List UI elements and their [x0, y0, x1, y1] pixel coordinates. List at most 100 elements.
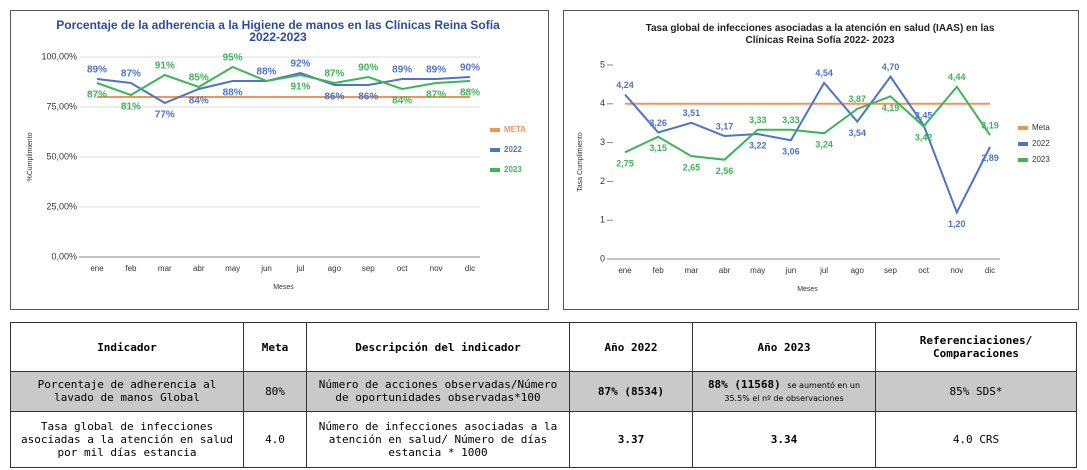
y-tick-label: 4 — [600, 98, 605, 108]
cell: 87% (8534) — [570, 372, 693, 412]
data-label: 88% — [257, 67, 277, 78]
legend-label: 2022 — [504, 145, 522, 154]
y-tick-label: 0 — [600, 253, 605, 263]
cell: 88% (11568) se aumentó en un 35.5% el nº… — [693, 372, 876, 412]
data-label: 4,70 — [882, 62, 900, 72]
data-label: 84% — [189, 96, 209, 107]
legend-swatch — [490, 128, 500, 132]
y-tick-label: 0,00% — [51, 251, 77, 261]
data-label: 4,24 — [616, 80, 634, 90]
series-line — [625, 87, 990, 160]
x-tick-label: nov — [430, 264, 443, 273]
x-axis-label: Meses — [797, 286, 818, 293]
data-label: 4,19 — [882, 103, 900, 113]
data-label: 2,75 — [616, 159, 634, 169]
x-tick-label: ene — [90, 264, 104, 273]
row: Porcentaje de adherencia al lavado de ma… — [11, 372, 1077, 412]
legend-swatch — [1018, 126, 1028, 130]
cell: 3.34 — [693, 411, 876, 467]
y-tick-label: 50,00% — [46, 151, 77, 161]
page: Porcentaje de la adherencia a la Higiene… — [0, 0, 1087, 470]
y-axis-label: Tasa Cumplimiento — [577, 132, 584, 192]
data-label: 3,06 — [782, 147, 800, 157]
x-tick-label: nov — [950, 266, 963, 275]
legend-swatch — [1018, 158, 1028, 162]
data-label: 1,20 — [948, 219, 966, 229]
data-label: 3,17 — [716, 121, 734, 131]
data-label: 87% — [87, 90, 107, 101]
header-cell: Descripción del indicador — [307, 323, 570, 372]
data-label: 77% — [155, 110, 175, 121]
data-label: 89% — [426, 65, 446, 76]
data-label: 90% — [460, 63, 480, 74]
legend-swatch — [490, 168, 500, 172]
data-label: 3,26 — [649, 118, 667, 128]
x-tick-label: sep — [362, 264, 375, 273]
data-label: 3,33 — [782, 115, 800, 125]
chart-title: Porcentaje de la adherencia a la Higiene… — [56, 18, 500, 44]
header-cell: Meta — [244, 323, 307, 372]
data-label: 91% — [155, 61, 175, 72]
cell-main: 88% (11568) — [708, 378, 781, 391]
data-label: 3,54 — [849, 128, 867, 138]
cell: 3.37 — [570, 411, 693, 467]
data-label: 2,56 — [716, 166, 734, 176]
charts: Porcentaje de la adherencia a la Higiene… — [0, 0, 1087, 315]
cell: Tasa global de infecciones asociadas a l… — [11, 411, 244, 467]
x-tick-label: feb — [125, 264, 137, 273]
y-tick-label: 3 — [600, 137, 605, 147]
legend-label: 2023 — [1032, 155, 1050, 164]
data-label: 90% — [358, 63, 378, 74]
data-label: 3,24 — [815, 140, 833, 150]
data-label: 4,54 — [815, 68, 833, 78]
y-tick-label: 2 — [600, 176, 605, 186]
data-label: 3,22 — [749, 140, 767, 150]
chart-title: Tasa global de infecciones asociadas a l… — [646, 23, 995, 46]
x-tick-label: dic — [985, 266, 995, 275]
data-label: 87% — [324, 69, 344, 80]
cell: Número de acciones observadas/Número de … — [307, 372, 570, 412]
y-tick-label: 1 — [600, 215, 605, 225]
x-tick-label: jul — [295, 264, 304, 273]
row: Tasa global de infecciones asociadas a l… — [11, 411, 1077, 467]
y-tick-label: 100,00% — [41, 51, 77, 61]
x-tick-label: sep — [884, 266, 897, 275]
x-tick-label: mar — [684, 266, 698, 275]
data-label: 4,44 — [948, 72, 966, 82]
cell: Porcentaje de adherencia al lavado de ma… — [11, 372, 244, 412]
x-tick-label: abr — [193, 264, 205, 273]
legend-swatch — [490, 148, 500, 152]
data-label: 85% — [189, 73, 209, 84]
x-tick-label: dic — [465, 264, 475, 273]
legend-swatch — [1018, 142, 1028, 146]
data-label: 92% — [290, 59, 310, 70]
y-tick-label: 75,00% — [46, 101, 77, 111]
cell: 4.0 CRS — [876, 411, 1077, 467]
y-tick-label: 25,00% — [46, 201, 77, 211]
data-label: 91% — [290, 82, 310, 93]
x-tick-label: feb — [653, 266, 665, 275]
data-label: 88% — [460, 88, 480, 99]
y-tick-label: 5 — [600, 59, 605, 69]
x-tick-label: ago — [328, 264, 342, 273]
x-tick-label: ago — [851, 266, 865, 275]
data-label: 87% — [121, 69, 141, 80]
data-label: 3,15 — [649, 143, 667, 153]
data-label: 81% — [121, 102, 141, 113]
header-cell: Referenciaciones/ Comparaciones — [876, 323, 1077, 372]
x-tick-label: oct — [397, 264, 408, 273]
legend-label: 2023 — [504, 165, 522, 174]
x-tick-label: jun — [260, 264, 272, 273]
x-tick-label: jun — [785, 266, 797, 275]
series-line — [625, 77, 990, 213]
header-cell: Año 2022 — [570, 323, 693, 372]
data-label: 88% — [223, 88, 243, 99]
data-label: 2,89 — [981, 153, 999, 163]
x-tick-label: ene — [618, 266, 632, 275]
indicator-table: Indicador Meta Descripción del indicador… — [10, 322, 1077, 468]
data-label: 95% — [223, 53, 243, 64]
data-label: 3,42 — [915, 133, 933, 143]
cell: 4.0 — [244, 411, 307, 467]
legend-label: 2022 — [1032, 139, 1050, 148]
data-label: 89% — [392, 65, 412, 76]
